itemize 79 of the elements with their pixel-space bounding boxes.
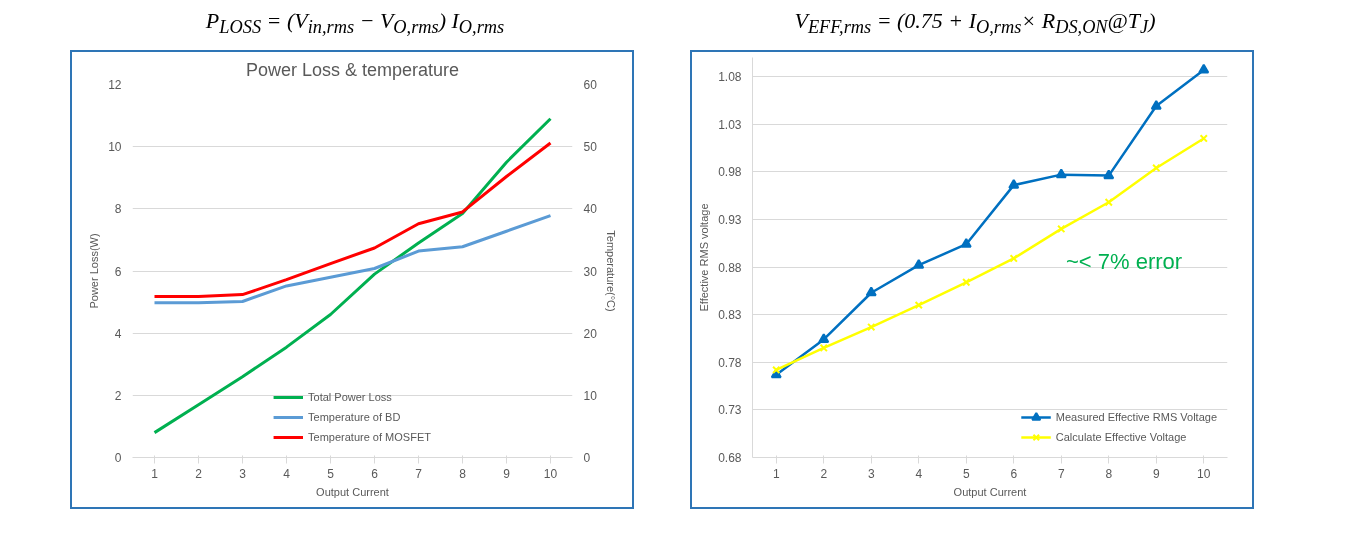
x-axis-title: Output Current (316, 485, 389, 498)
legend-label: Temperature of BD (308, 411, 401, 423)
point (867, 322, 876, 332)
x-tick-label: 4 (283, 466, 291, 481)
x-tick-label: 9 (503, 466, 511, 481)
point (1152, 163, 1161, 173)
y-axis-title: Power Loss(W) (88, 233, 101, 309)
x-tick-label: 6 (371, 466, 379, 481)
y-tick-label: 0.88 (718, 260, 742, 275)
y-tick-label: 0 (114, 451, 122, 465)
point (1199, 134, 1208, 143)
x-tick-label: 3 (867, 466, 875, 481)
x-axis-title: Output Current (953, 485, 1027, 498)
point (962, 278, 971, 287)
y2-tick-label: 30 (583, 264, 598, 279)
y-tick-label: 0.68 (718, 451, 742, 465)
point (960, 237, 972, 248)
x-tick-label: 10 (1197, 466, 1211, 481)
legend-label: Temperature of MOSFET (308, 431, 431, 443)
point (1198, 63, 1210, 74)
point (1057, 224, 1066, 234)
point (913, 258, 925, 269)
x-tick-label: 1 (151, 466, 159, 481)
y-tick-label: 8 (114, 202, 122, 217)
line-series (153, 117, 552, 435)
point (818, 333, 830, 343)
y2-tick-label: 0 (583, 451, 591, 465)
point (865, 286, 877, 297)
chart-title: V$_{EFF,rms}$ = (0.75 + I$_{O,rms}$× R$_{DS,ON}$@T$_{J}$) (794, 8, 1156, 38)
point (1008, 178, 1020, 189)
y-tick-label: 0.98 (718, 165, 742, 180)
y2-tick-label: 10 (583, 388, 598, 403)
y2-tick-label: 60 (583, 78, 598, 92)
chart-subtitle: Power Loss & temperature (245, 59, 460, 80)
x-tick-label: 6 (1010, 466, 1018, 481)
point (1104, 198, 1113, 207)
y2-tick-label: 20 (583, 326, 598, 341)
x-tick-label: 8 (1105, 466, 1113, 481)
legend-label: Total Power Loss (308, 391, 392, 403)
x-tick-label: 2 (820, 466, 828, 481)
x-tick-label: 2 (195, 466, 203, 481)
y2-tick-label: 50 (583, 140, 598, 155)
y-tick-label: 0.73 (718, 403, 742, 418)
x-tick-label: 7 (1057, 466, 1065, 481)
point (1103, 169, 1115, 180)
x-tick-label: 4 (915, 466, 923, 481)
x-tick-label: 7 (415, 466, 423, 481)
y-axis-title: Effective RMS voltage (698, 203, 711, 312)
y-tick-label: 0.93 (718, 212, 742, 227)
point (1009, 254, 1018, 263)
legend-label: Measured Effective RMS Voltage (1055, 411, 1217, 423)
point (1055, 168, 1067, 179)
point (914, 300, 923, 310)
legend-label: Calculate Effective Voltage (1055, 431, 1187, 443)
point (1150, 99, 1162, 110)
x-tick-label: 9 (1152, 466, 1160, 481)
x-tick-label: 5 (962, 466, 970, 481)
y-tick-label: 12 (108, 78, 122, 92)
x-tick-label: 3 (239, 466, 247, 481)
y-tick-label: 0.83 (718, 308, 742, 323)
y2-axis-title: Temperature(°C) (604, 230, 617, 312)
chart-title: P$_{LOSS}$ = (V$_{in,rms}$ − V$_{O,rms}$) I$_{O,rms}$ (205, 7, 505, 40)
annotation: ~< 7% error (1066, 248, 1183, 274)
x-tick-label: 5 (327, 466, 335, 481)
y-tick-label: 1.08 (718, 70, 742, 85)
y-tick-label: 6 (114, 264, 122, 279)
y-tick-label: 10 (108, 140, 122, 155)
y-tick-label: 4 (114, 326, 122, 341)
line-series (153, 214, 552, 305)
line-series (153, 141, 552, 298)
y2-tick-label: 40 (583, 202, 598, 217)
point (819, 343, 828, 353)
x-tick-label: 1 (772, 466, 780, 481)
y-tick-label: 2 (114, 388, 122, 403)
y-tick-label: 0.78 (718, 355, 742, 370)
x-tick-label: 8 (459, 466, 467, 481)
x-tick-label: 10 (543, 466, 558, 481)
y-tick-label: 1.03 (718, 117, 742, 132)
point (772, 365, 781, 375)
